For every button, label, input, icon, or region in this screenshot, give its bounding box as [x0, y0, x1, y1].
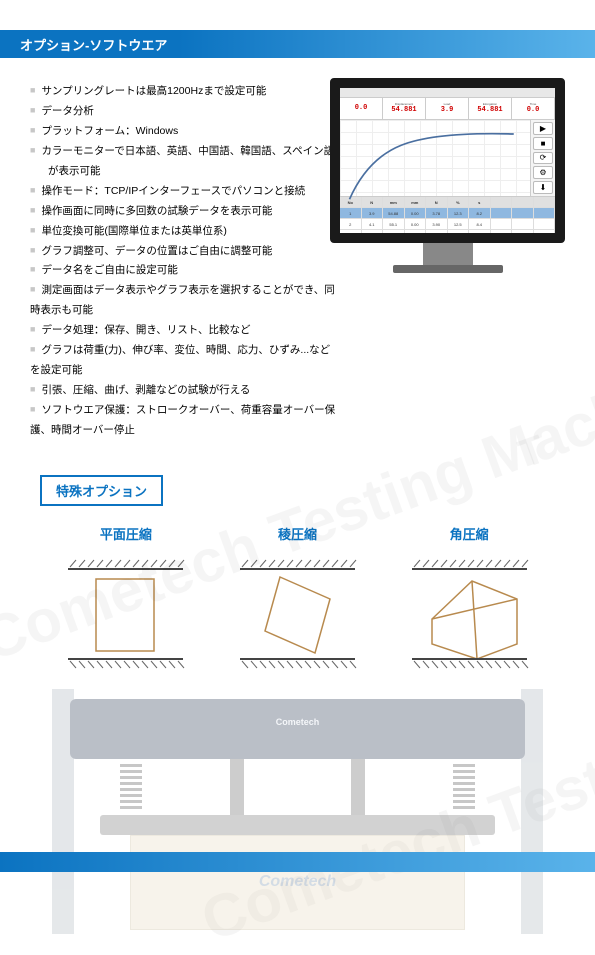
table-cell [512, 219, 534, 230]
section-header-title: オプション-ソフトウエア [20, 35, 167, 54]
table-cell: 2 [340, 219, 362, 230]
compression-diagram [58, 549, 193, 679]
table-cell: 1 [340, 208, 362, 219]
software-tool-button[interactable]: ⚙ [533, 166, 553, 179]
table-cell [512, 230, 534, 241]
special-options-row: 平面圧縮 稜圧縮 角圧縮 [40, 524, 555, 679]
machine-lower-plate [100, 815, 495, 835]
machine-rod [351, 759, 365, 819]
feature-list: サンプリングレートは最高1200Hzまで設定可能データ分析プラットフォーム：Wi… [30, 82, 340, 441]
feature-item: カラーモニターで日本語、英語、中国語、韓国語、スペイン語 [30, 142, 340, 162]
table-cell: 3.9 [362, 208, 384, 219]
feature-item: グラフ調整可、データの位置はご自由に調整可能 [30, 242, 340, 262]
graph-curve [345, 125, 525, 204]
monitor-base [393, 265, 503, 273]
table-cell [512, 208, 534, 219]
monitor-screen: 0.0Displacement54.881Load3.9Elongation54… [330, 78, 565, 243]
compression-option: 稜圧縮 [230, 524, 365, 679]
feature-item: が表示可能 [30, 162, 340, 182]
table-row: Avg4.054.990.003.8412.48.3 [340, 230, 555, 241]
feature-item: 測定画面はデータ表示やグラフ表示を選択することができ、同時表示も可能 [30, 281, 340, 321]
software-readouts: 0.0Displacement54.881Load3.9Elongation54… [340, 98, 555, 120]
table-cell [534, 230, 556, 241]
software-tool-button[interactable]: ■ [533, 137, 553, 150]
table-cell: 3.78 [426, 208, 448, 219]
option-title: 平面圧縮 [100, 524, 152, 543]
table-cell: 12.3 [448, 208, 470, 219]
compression-diagram [230, 549, 365, 679]
option-title: 稜圧縮 [278, 524, 317, 543]
option-title: 角圧縮 [450, 524, 489, 543]
software-tool-button[interactable]: ▶ [533, 122, 553, 135]
machine-rod [230, 759, 244, 819]
compression-option: 平面圧縮 [58, 524, 193, 679]
testing-machine-illustration: Cometech Cometech [40, 689, 555, 939]
table-cell: 12.5 [448, 219, 470, 230]
table-cell [491, 219, 513, 230]
table-cell: 8.3 [469, 230, 491, 241]
readout-cell: Elongation54.881 [469, 98, 512, 119]
readout-cell: 0.0 [340, 98, 383, 119]
machine-crosshead [70, 699, 525, 759]
table-cell: 55.1 [383, 219, 405, 230]
software-monitor-graphic: 0.0Displacement54.881Load3.9Elongation54… [330, 78, 565, 273]
table-cell: 12.4 [448, 230, 470, 241]
table-cell [534, 208, 556, 219]
table-cell: 0.00 [405, 208, 427, 219]
machine-spring [453, 764, 475, 809]
table-cell [534, 219, 556, 230]
software-sidebar: ▶ ■ ⟳⚙ ⬇ [531, 120, 555, 196]
feature-item: 引張、圧縮、曲げ、剥離などの試験が行える [30, 381, 340, 401]
table-row: 13.954.880.003.7812.38.2 [340, 208, 555, 219]
table-cell: 54.88 [383, 208, 405, 219]
readout-cell: Load3.9 [426, 98, 469, 119]
machine-brand-label: Cometech [276, 717, 320, 727]
feature-item: ソフトウエア保護：ストロークオーバー、荷重容量オーバー保護、時間オーバー停止 [30, 401, 340, 441]
software-titlebar [340, 88, 555, 98]
machine-spring [120, 764, 142, 809]
feature-item: サンプリングレートは最高1200Hzまで設定可能 [30, 82, 340, 102]
feature-item: 操作画面に同時に多回数の試験データを表示可能 [30, 202, 340, 222]
table-cell [491, 208, 513, 219]
footer-bar [0, 852, 595, 872]
feature-item: データ名をご自由に設定可能 [30, 261, 340, 281]
table-cell [491, 230, 513, 241]
table-cell: 0.00 [405, 230, 427, 241]
feature-item: 操作モード：TCP/IPインターフェースでパソコンと接続 [30, 182, 340, 202]
table-row: 24.155.10.003.9012.58.4 [340, 219, 555, 230]
software-graph-area [340, 120, 531, 196]
table-cell: 3.90 [426, 219, 448, 230]
table-cell: 54.99 [383, 230, 405, 241]
readout-cell: Time0.0 [512, 98, 555, 119]
readout-cell: Displacement54.881 [383, 98, 426, 119]
feature-item: データ分析 [30, 102, 340, 122]
table-cell: Avg [340, 230, 362, 241]
compression-option: 角圧縮 [402, 524, 537, 679]
table-cell [534, 197, 556, 208]
feature-item: プラットフォーム：Windows [30, 122, 340, 142]
section-header-bar: オプション-ソフトウエア [0, 30, 595, 58]
software-tool-button[interactable]: ⟳ [533, 152, 553, 165]
feature-item: グラフは荷重(力)、伸び率、変位、時間、応力、ひずみ...などを設定可能 [30, 341, 340, 381]
table-cell: 8.2 [469, 208, 491, 219]
feature-item: 単位変換可能(国際単位または英単位系) [30, 222, 340, 242]
box-logo-text: Cometech [259, 873, 336, 891]
table-cell: 8.4 [469, 219, 491, 230]
machine-specimen-box: Cometech [130, 835, 465, 930]
table-cell: 4.1 [362, 219, 384, 230]
feature-item: データ処理：保存、開き、リスト、比較など [30, 321, 340, 341]
table-cell: 0.00 [405, 219, 427, 230]
monitor-stand [423, 243, 473, 265]
table-cell: 4.0 [362, 230, 384, 241]
software-tool-button[interactable]: ⬇ [533, 181, 553, 194]
table-cell: 3.84 [426, 230, 448, 241]
compression-diagram [402, 549, 537, 679]
special-options-tag: 特殊オプション [40, 475, 163, 506]
